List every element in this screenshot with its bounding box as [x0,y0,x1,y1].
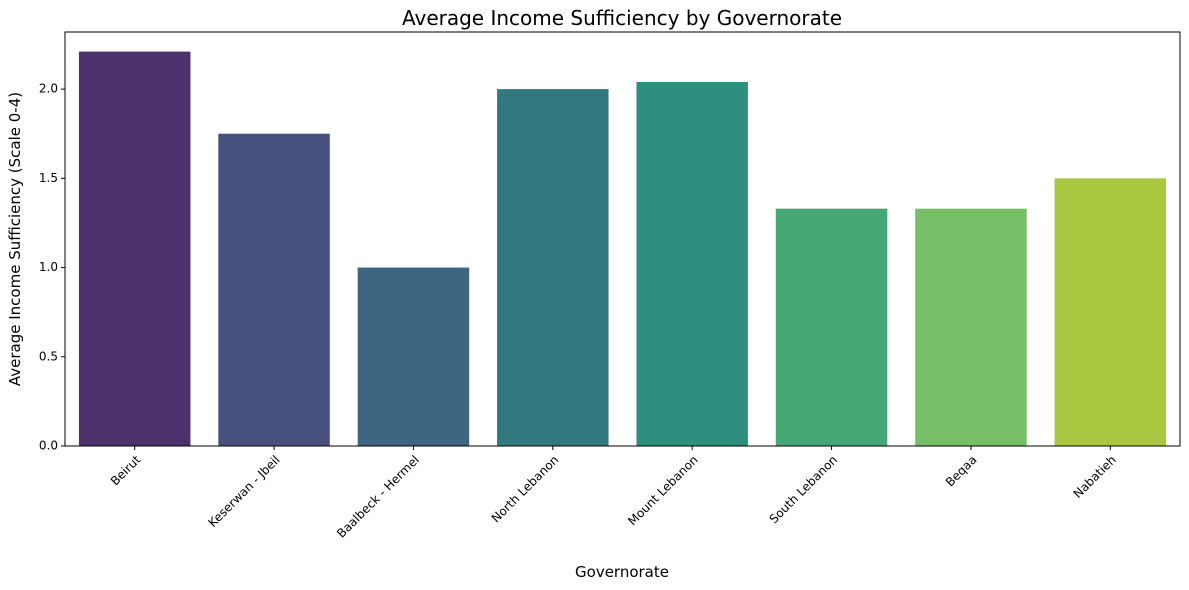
x-tick-label: Beqaa [943,453,980,490]
x-axis-title: Governorate [575,563,669,581]
y-tick-label: 0.0 [39,439,58,453]
y-tick-label: 2.0 [39,82,58,96]
y-tick-label: 0.5 [39,349,58,363]
bar [218,133,330,446]
plot-frame [64,31,1181,447]
y-tick-label: 1.0 [39,260,58,274]
bars-layer [78,51,1167,446]
x-tick-label: Baalbeck - Hermel [334,453,422,541]
chart-title: Average Income Sufficiency by Governorat… [402,6,842,30]
bar [915,208,1027,446]
x-tick-label: Nabatieh [1071,453,1119,501]
bar [1054,178,1167,446]
x-tick-label: Keserwan - Jbeil [205,453,282,530]
bar [497,89,609,446]
bar [775,208,888,446]
bar [636,81,748,446]
x-tick-label: Mount Lebanon [625,453,701,529]
y-axis: 0.0 0.5 1.0 1.5 2.0 [39,82,65,453]
y-axis-title: Average Income Sufficiency (Scale 0-4) [6,92,24,386]
x-tick-label: South Lebanon [767,453,841,527]
x-axis: Beirut Keserwan - Jbeil Baalbeck - Hermel N… [108,446,1119,541]
x-tick-label: Beirut [108,452,144,488]
x-tick-label: North Lebanon [489,453,562,526]
bar [357,267,470,446]
bar [78,51,191,446]
y-tick-label: 1.5 [39,171,58,185]
